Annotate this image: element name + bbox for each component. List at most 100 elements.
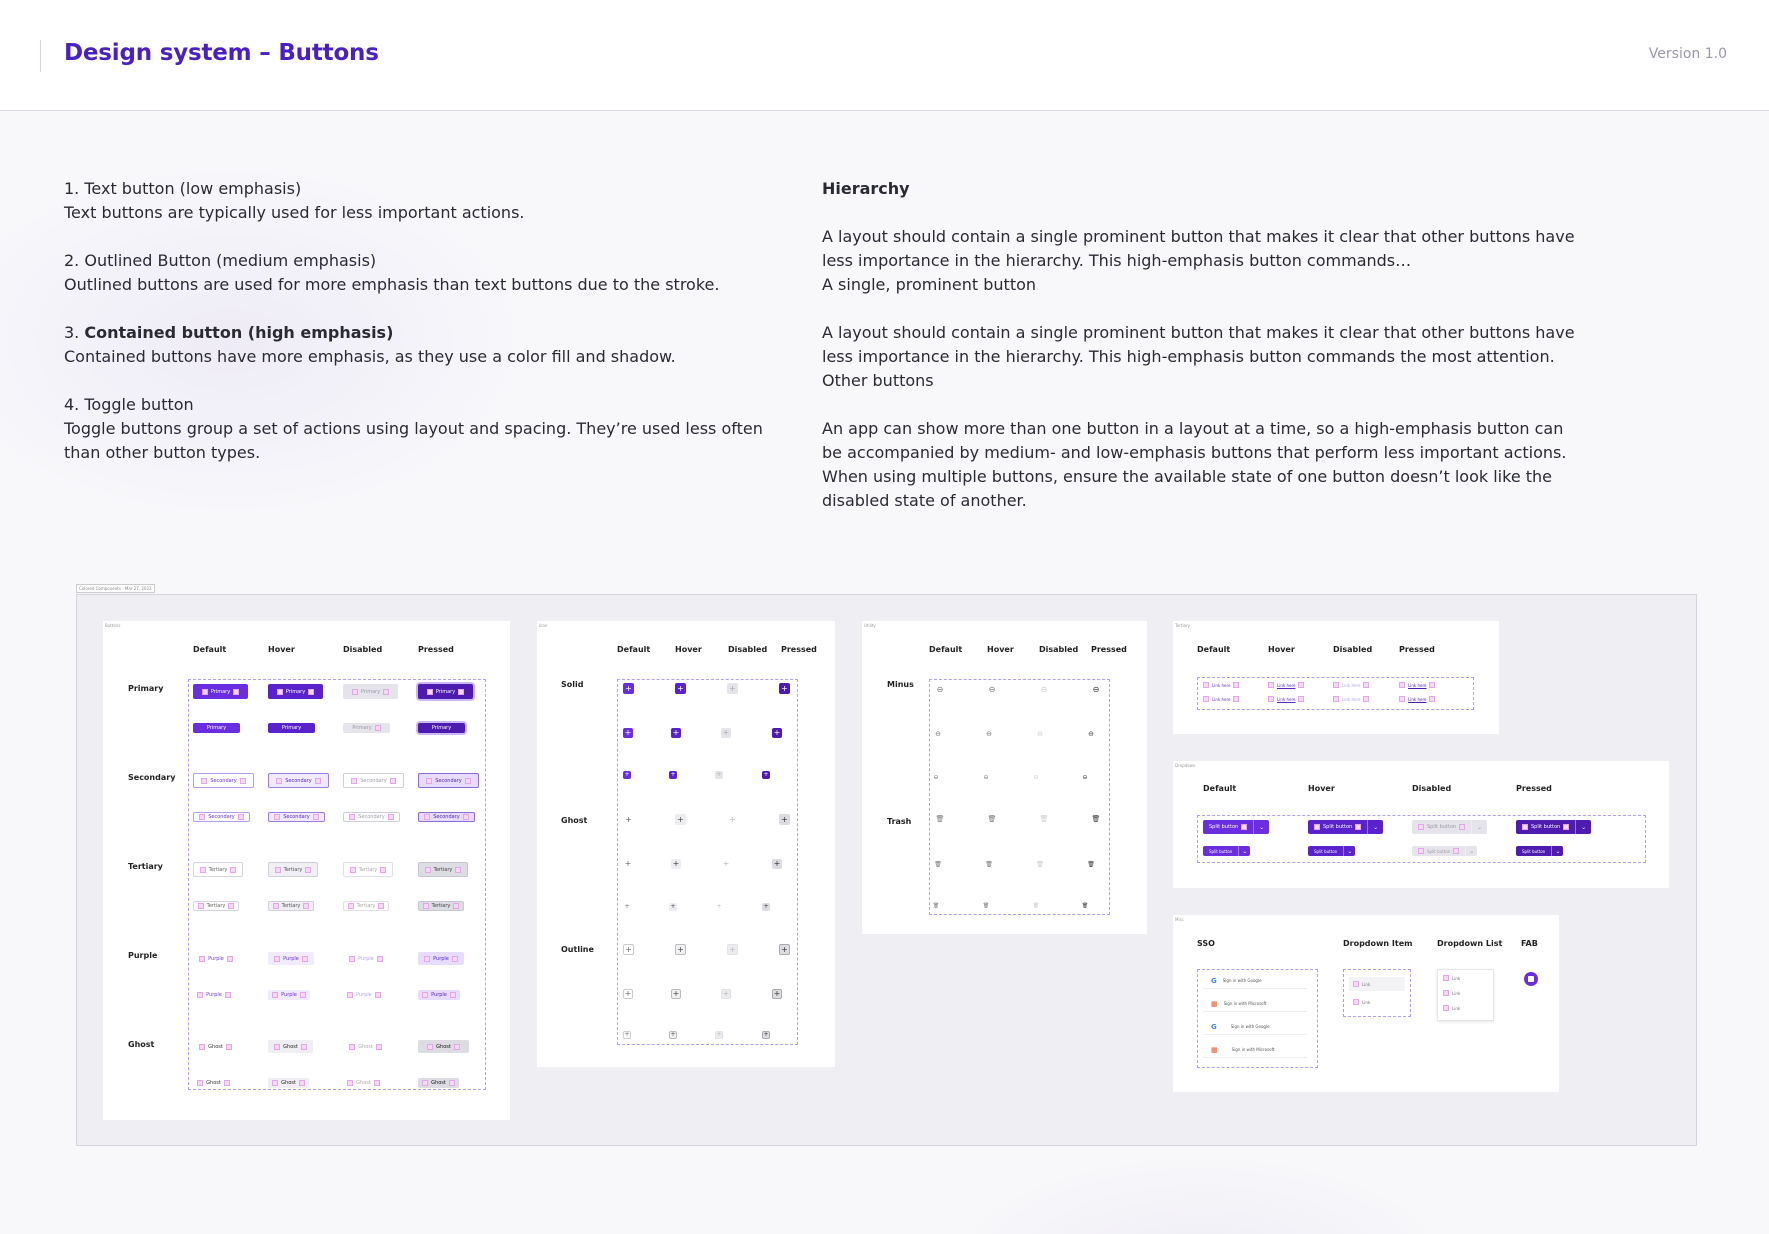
- dropdown-item[interactable]: Link: [1349, 999, 1370, 1005]
- plus-icon[interactable]: +: [625, 814, 632, 824]
- primary-button-small-hover[interactable]: Primary: [268, 723, 315, 733]
- link-default[interactable]: Link here: [1203, 682, 1240, 688]
- ghost-button-default[interactable]: Ghost: [193, 1040, 238, 1053]
- plus-icon[interactable]: +: [669, 903, 677, 911]
- chevron-down-icon[interactable]: ⌄: [1343, 846, 1356, 856]
- sso-microsoft-button[interactable]: ▦ Sign in with Microsoft: [1203, 1042, 1307, 1058]
- minus-circle-icon[interactable]: ⊖: [1092, 684, 1100, 694]
- plus-icon[interactable]: +: [669, 771, 677, 779]
- secondary-button-small-hover[interactable]: Secondary: [268, 812, 325, 822]
- chevron-down-icon[interactable]: ⌄: [1238, 846, 1251, 856]
- plus-icon[interactable]: +: [623, 728, 633, 738]
- chevron-down-icon[interactable]: ⌄: [1367, 820, 1384, 834]
- split-button-default[interactable]: Split button ⌄: [1203, 820, 1270, 834]
- trash-icon[interactable]: 🗑: [934, 860, 942, 868]
- trash-icon[interactable]: 🗑: [932, 903, 940, 909]
- plus-icon[interactable]: +: [624, 903, 630, 910]
- plus-icon[interactable]: +: [779, 814, 790, 825]
- link-small-default[interactable]: Link here: [1203, 696, 1240, 702]
- sso-google-button[interactable]: G Sign in with Google: [1203, 973, 1307, 989]
- tertiary-button-default[interactable]: Tertiary: [193, 862, 243, 877]
- minus-circle-icon[interactable]: ⊖: [988, 684, 996, 694]
- plus-icon[interactable]: +: [772, 859, 782, 869]
- trash-icon[interactable]: 🗑: [1091, 815, 1101, 823]
- plus-icon[interactable]: +: [623, 944, 634, 955]
- link-hover[interactable]: Link here: [1268, 682, 1305, 688]
- minus-circle-icon[interactable]: ⊖: [986, 730, 992, 738]
- trash-icon[interactable]: 🗑: [982, 903, 990, 909]
- plus-icon[interactable]: +: [623, 683, 634, 694]
- ghost-button-pressed[interactable]: Ghost: [418, 1040, 469, 1053]
- ghost-button-small-default[interactable]: Ghost: [193, 1078, 234, 1088]
- link-small-hover[interactable]: Link here: [1268, 696, 1305, 702]
- chevron-down-icon[interactable]: ⌄: [1575, 820, 1592, 834]
- plus-icon[interactable]: +: [772, 728, 782, 738]
- plus-icon[interactable]: +: [671, 989, 681, 999]
- trash-icon[interactable]: 🗑: [987, 815, 997, 823]
- link-pressed[interactable]: Link here: [1399, 682, 1436, 688]
- plus-icon[interactable]: +: [779, 944, 790, 955]
- purple-button-default[interactable]: Purple: [193, 952, 239, 965]
- primary-button-hover[interactable]: Primary: [268, 684, 323, 699]
- plus-icon[interactable]: +: [675, 944, 686, 955]
- dropdown-list-item[interactable]: Link: [1443, 1005, 1460, 1011]
- primary-button-small-pressed[interactable]: Primary: [418, 723, 465, 733]
- tertiary-button-hover[interactable]: Tertiary: [268, 862, 318, 877]
- split-button-small-default[interactable]: Split button ⌄: [1203, 846, 1251, 856]
- tertiary-button-small-hover[interactable]: Tertiary: [268, 901, 314, 911]
- minus-circle-icon[interactable]: ⊖: [936, 684, 944, 694]
- ghost-button-small-hover[interactable]: Ghost: [268, 1078, 309, 1088]
- chevron-down-icon[interactable]: ⌄: [1253, 820, 1270, 834]
- purple-button-small-hover[interactable]: Purple: [268, 990, 310, 1000]
- primary-button-small-default[interactable]: Primary: [193, 723, 240, 733]
- primary-button-default[interactable]: Primary: [193, 684, 248, 699]
- plus-icon[interactable]: +: [762, 1031, 770, 1039]
- minus-circle-icon[interactable]: ⊖: [935, 730, 941, 738]
- minus-circle-icon[interactable]: ⊖: [933, 773, 939, 781]
- minus-circle-icon[interactable]: ⊖: [983, 773, 989, 781]
- dropdown-item[interactable]: Link: [1349, 977, 1405, 991]
- split-button-pressed[interactable]: Split button ⌄: [1516, 820, 1592, 834]
- secondary-button-hover[interactable]: Secondary: [268, 773, 329, 788]
- purple-button-small-pressed[interactable]: Purple: [418, 990, 460, 1000]
- plus-icon[interactable]: +: [671, 728, 681, 738]
- split-button-small-hover[interactable]: Split button ⌄: [1308, 846, 1356, 856]
- plus-icon[interactable]: +: [669, 1031, 677, 1039]
- secondary-button-small-default[interactable]: Secondary: [193, 812, 250, 822]
- tertiary-button-pressed[interactable]: Tertiary: [418, 862, 468, 877]
- dropdown-list-item[interactable]: Link: [1443, 990, 1460, 996]
- plus-icon[interactable]: +: [762, 903, 770, 911]
- secondary-button-small-pressed[interactable]: Secondary: [418, 812, 475, 822]
- trash-icon[interactable]: 🗑: [985, 860, 993, 868]
- plus-icon[interactable]: +: [779, 683, 790, 694]
- plus-icon[interactable]: +: [675, 814, 686, 825]
- split-button-hover[interactable]: Split button ⌄: [1308, 820, 1384, 834]
- chevron-down-icon[interactable]: ⌄: [1551, 846, 1564, 856]
- fab-button[interactable]: [1524, 972, 1538, 986]
- plus-icon[interactable]: +: [623, 1031, 631, 1039]
- plus-icon[interactable]: +: [624, 859, 632, 868]
- plus-icon[interactable]: +: [675, 683, 686, 694]
- trash-icon[interactable]: 🗑: [1087, 860, 1095, 868]
- primary-button-pressed[interactable]: Primary: [418, 684, 473, 699]
- purple-button-pressed[interactable]: Purple: [418, 952, 464, 965]
- plus-icon[interactable]: +: [772, 989, 782, 999]
- link-small-pressed[interactable]: Link here: [1399, 696, 1436, 702]
- trash-icon[interactable]: 🗑: [1081, 903, 1089, 909]
- ghost-button-small-pressed[interactable]: Ghost: [418, 1078, 459, 1088]
- secondary-button-pressed[interactable]: Secondary: [418, 773, 479, 788]
- plus-icon[interactable]: +: [671, 859, 681, 869]
- tertiary-button-small-pressed[interactable]: Tertiary: [418, 901, 464, 911]
- ghost-button-hover[interactable]: Ghost: [268, 1040, 313, 1053]
- dropdown-list-item[interactable]: Link: [1443, 975, 1460, 981]
- purple-button-small-default[interactable]: Purple: [193, 990, 235, 1000]
- sso-microsoft-button[interactable]: ▦ Sign in with Microsoft: [1203, 996, 1307, 1012]
- minus-circle-icon[interactable]: ⊖: [1088, 730, 1094, 738]
- secondary-button-default[interactable]: Secondary: [193, 773, 254, 788]
- minus-circle-icon[interactable]: ⊖: [1082, 773, 1088, 781]
- split-button-small-pressed[interactable]: Split button ⌄: [1516, 846, 1564, 856]
- plus-icon[interactable]: +: [762, 771, 770, 779]
- purple-button-hover[interactable]: Purple: [268, 952, 314, 965]
- plus-icon[interactable]: +: [623, 989, 633, 999]
- tertiary-button-small-default[interactable]: Tertiary: [193, 901, 239, 911]
